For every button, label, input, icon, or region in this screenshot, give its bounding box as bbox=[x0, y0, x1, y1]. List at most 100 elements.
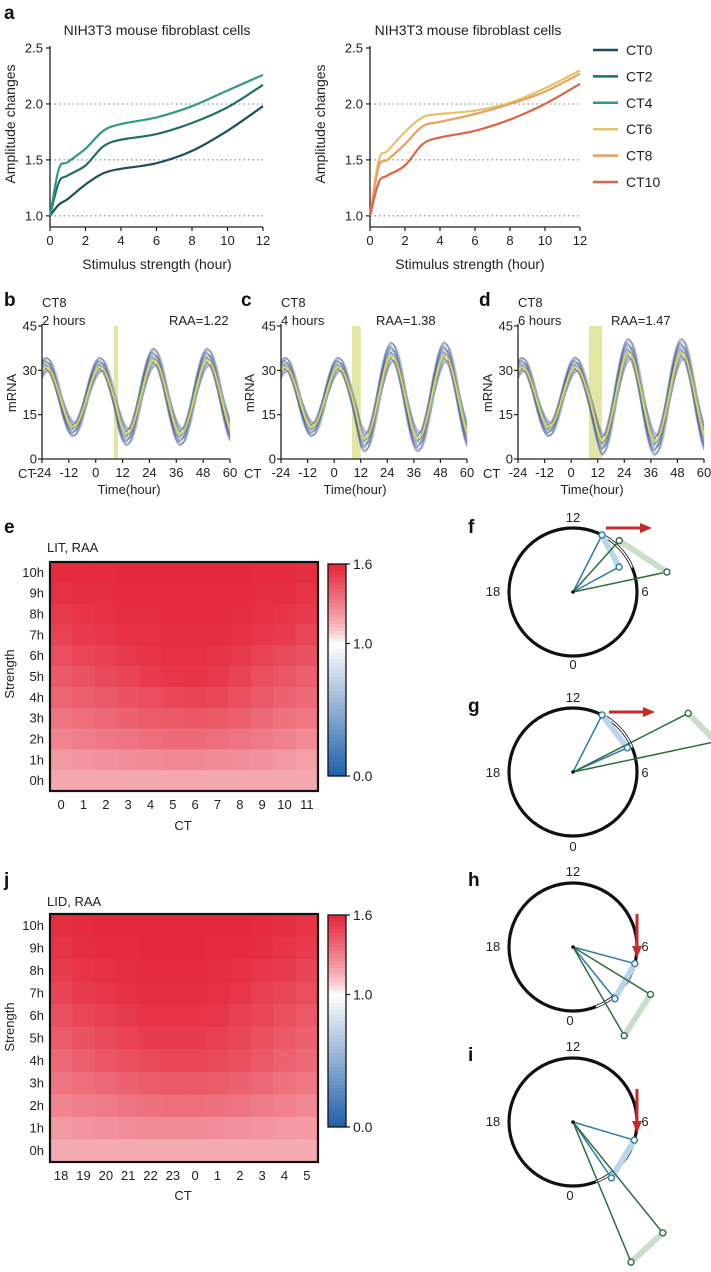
y-axis-label: Strength bbox=[2, 1002, 17, 1051]
panel-label-j: j bbox=[3, 870, 9, 891]
heatmap-cell bbox=[94, 645, 118, 667]
x-tick-label: 12 bbox=[115, 465, 129, 480]
heatmap-cell bbox=[228, 1071, 252, 1095]
heatmap-cell bbox=[273, 645, 297, 667]
x-axis-label: CT bbox=[174, 1188, 191, 1203]
y-tick-label: 4h bbox=[30, 1053, 44, 1068]
heatmap-cell bbox=[161, 666, 185, 688]
heatmap-cell bbox=[295, 603, 319, 626]
y-tick-label: 1.5 bbox=[25, 152, 43, 167]
ct-label: CT8 bbox=[518, 295, 543, 310]
heatmap-cell bbox=[50, 1116, 73, 1141]
y-tick-label: 45 bbox=[262, 319, 276, 334]
clock-label-12: 12 bbox=[566, 510, 580, 525]
phase-spoke-green bbox=[572, 946, 625, 1037]
y-tick-label: 1h bbox=[30, 752, 44, 767]
heatmap-cell bbox=[184, 1071, 207, 1095]
clock-circle bbox=[507, 706, 639, 838]
heatmap-cell bbox=[117, 914, 140, 938]
colorbar-segment bbox=[328, 574, 346, 579]
heatmap-cell bbox=[206, 645, 230, 667]
heatmap-cell bbox=[72, 645, 96, 667]
x-tick-label: 4 bbox=[436, 233, 443, 248]
colorbar-segment bbox=[328, 1028, 346, 1033]
phase-point-green bbox=[646, 990, 655, 999]
phase-point-blue bbox=[631, 959, 639, 968]
heatmap-cell bbox=[228, 1049, 252, 1073]
colorbar-segment bbox=[328, 761, 346, 766]
heatmap-cell bbox=[273, 914, 297, 938]
clock-center bbox=[571, 945, 575, 949]
heatmap-cell bbox=[94, 1116, 118, 1141]
legend-label: CT6 bbox=[626, 121, 653, 137]
heatmap-cell bbox=[228, 959, 252, 983]
colorbar-tick-label: 1.6 bbox=[353, 556, 373, 572]
y-tick-label: 5h bbox=[30, 1031, 44, 1046]
x-tick-label: 11 bbox=[300, 797, 314, 812]
heatmap-cell bbox=[72, 1026, 96, 1050]
heatmap-cell bbox=[94, 1004, 118, 1028]
heatmap-cell bbox=[295, 686, 319, 709]
heatmap-cell bbox=[72, 728, 96, 750]
heatmap-cell bbox=[139, 624, 163, 646]
heatmap-cell bbox=[295, 770, 319, 792]
heatmap-cell bbox=[228, 1116, 252, 1141]
heatmap-cell bbox=[251, 936, 274, 960]
heatmap-cell bbox=[206, 582, 230, 605]
heatmap-cell bbox=[161, 645, 185, 667]
phase-point-blue bbox=[615, 563, 623, 571]
heatmap-cell bbox=[295, 728, 319, 750]
colorbar-segment bbox=[328, 571, 346, 576]
heatmap-cell bbox=[273, 1094, 297, 1118]
colorbar-tick-label: 0.0 bbox=[353, 1119, 373, 1135]
colorbar-segment bbox=[328, 747, 346, 752]
heatmap-cell bbox=[206, 1026, 230, 1050]
colorbar-segment bbox=[328, 1006, 346, 1011]
heatmap-cell bbox=[251, 707, 274, 730]
heatmap-cell bbox=[94, 914, 118, 938]
heatmap-cell bbox=[295, 1049, 319, 1073]
colorbar-segment bbox=[328, 982, 346, 987]
colorbar-segment bbox=[328, 960, 346, 965]
colorbar-segment bbox=[328, 950, 346, 955]
colorbar-segment bbox=[328, 946, 346, 951]
heatmap-cell bbox=[228, 1139, 252, 1163]
heatmap-cell bbox=[72, 1094, 96, 1118]
heatmap-cell bbox=[161, 624, 185, 646]
heatmap-cell bbox=[295, 645, 319, 667]
heatmap-cell bbox=[295, 1094, 319, 1118]
heatmap-cell bbox=[251, 770, 274, 792]
heatmap-cell bbox=[161, 1049, 185, 1073]
x-tick-label: 24 bbox=[142, 465, 156, 480]
panel-label-d: d bbox=[479, 290, 491, 311]
heatmap-cell bbox=[161, 1116, 185, 1141]
colorbar-segment bbox=[328, 968, 346, 973]
y-tick-label: 30 bbox=[499, 363, 513, 378]
phase-band-green bbox=[616, 537, 670, 576]
phase-band-blue bbox=[608, 1137, 638, 1181]
heatmap-cell bbox=[184, 666, 207, 688]
y-tick-label: 6h bbox=[30, 1008, 44, 1023]
y-tick-label: 2.5 bbox=[25, 41, 43, 56]
colorbar-segment bbox=[328, 978, 346, 983]
colorbar-segment bbox=[328, 915, 346, 920]
x-tick-label: 1 bbox=[214, 1168, 221, 1183]
y-tick-label: 45 bbox=[499, 319, 513, 334]
y-tick-label: 3h bbox=[30, 711, 44, 726]
heatmap-cell bbox=[206, 749, 230, 771]
colorbar-segment bbox=[328, 1066, 346, 1071]
raa-label: RAA=1.22 bbox=[169, 313, 229, 328]
x-tick-label: 36 bbox=[407, 465, 421, 480]
legend-label: CT0 bbox=[626, 42, 653, 58]
heatmap-cell bbox=[161, 1094, 185, 1118]
heatmap-cell bbox=[94, 981, 118, 1005]
colorbar-segment bbox=[328, 631, 346, 636]
colorbar-segment bbox=[328, 768, 346, 773]
x-tick-label: 20 bbox=[99, 1168, 113, 1183]
colorbar-segment bbox=[328, 617, 346, 622]
heatmap-cell bbox=[206, 770, 230, 792]
heatmap-cell bbox=[273, 562, 297, 584]
y-axis-label: Amplitude changes bbox=[2, 64, 18, 183]
heatmap-cell bbox=[50, 1026, 73, 1050]
heatmap-cell bbox=[161, 770, 185, 792]
